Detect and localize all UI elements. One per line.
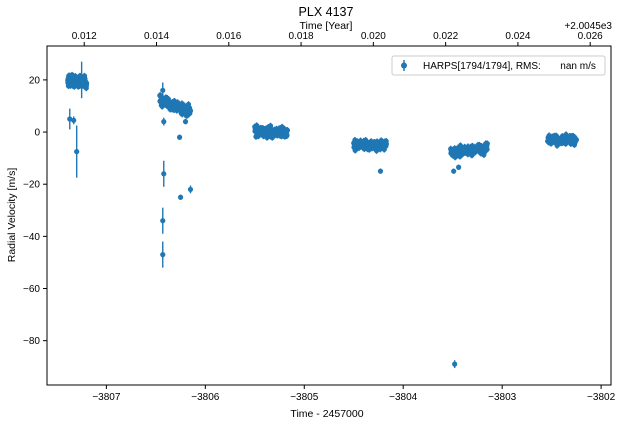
data-point: [74, 125, 80, 178]
data-point: [484, 146, 490, 153]
top-axis-offset-label: +2.0045e3: [564, 21, 612, 32]
data-point: [456, 164, 462, 170]
y-tick-label: −20: [23, 180, 40, 191]
top-tick-label: 0.026: [578, 31, 603, 42]
data-point: [187, 185, 194, 194]
data-point: [484, 140, 490, 147]
y-axis-label: Radial Velocity [m/s]: [6, 168, 18, 263]
x-tick-label: −3802: [587, 392, 616, 403]
data-point: [160, 241, 166, 268]
y-tick-label: −60: [23, 284, 40, 295]
x-tick-label: −3805: [290, 392, 319, 403]
y-tick-label: −40: [23, 232, 40, 243]
data-point: [187, 107, 194, 114]
data-point: [177, 194, 184, 200]
y-tick-label: −80: [23, 336, 40, 347]
data-point: [377, 168, 384, 174]
data-point: [67, 108, 73, 130]
legend-label: HARPS[1794/1794], RMS: nan m/s: [423, 61, 596, 72]
top-tick-label: 0.018: [289, 31, 314, 42]
data-point: [451, 168, 457, 174]
data-point: [160, 82, 166, 99]
x-tick-label: −3803: [488, 392, 517, 403]
data-point: [176, 134, 183, 140]
data-points-layer: [65, 61, 579, 369]
x-axis-label: Time - 2457000: [290, 408, 363, 420]
data-point: [182, 119, 189, 125]
top-tick-label: 0.016: [216, 31, 241, 42]
chart-title: PLX 4137: [299, 5, 354, 19]
data-point: [79, 61, 85, 99]
top-tick-label: 0.022: [433, 31, 458, 42]
top-tick-label: 0.014: [144, 31, 169, 42]
x-tick-label: −3804: [389, 392, 418, 403]
data-point: [83, 80, 90, 87]
data-point: [161, 160, 167, 187]
x-tick-label: −3807: [92, 392, 121, 403]
data-point: [284, 127, 291, 134]
y-tick-label: 20: [29, 75, 41, 86]
legend-box: [391, 55, 606, 76]
data-point: [160, 207, 166, 234]
data-point: [383, 140, 389, 148]
data-point: [161, 117, 167, 126]
legend-marker: [401, 62, 407, 69]
data-point: [71, 116, 77, 125]
data-point: [573, 136, 579, 143]
legend: HARPS[1794/1794], RMS: nan m/s: [391, 55, 606, 76]
axes-layer: −3807 −3806 −3805 −3804 −3803 −3802 20 0 −20 −40 −…: [23, 31, 616, 403]
y-tick-label: 0: [34, 128, 40, 139]
top-axis-label: Time [Year]: [300, 20, 353, 32]
x-tick-label: −3806: [191, 392, 220, 403]
top-tick-label: 0.024: [505, 31, 530, 42]
top-tick-label: 0.012: [72, 31, 97, 42]
data-point: [452, 360, 458, 369]
top-tick-label: 0.020: [361, 31, 386, 42]
plot-frame: [46, 45, 612, 386]
